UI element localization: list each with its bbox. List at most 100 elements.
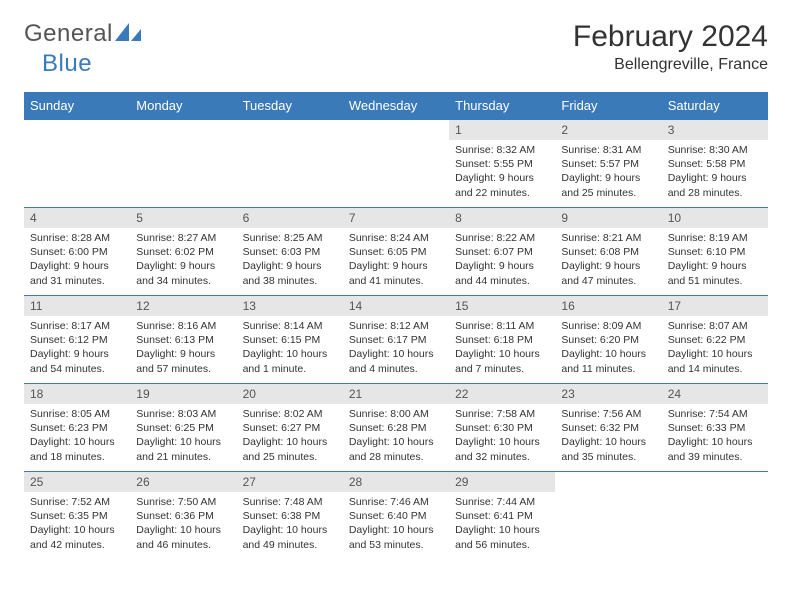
calendar-cell: 12Sunrise: 8:16 AMSunset: 6:13 PMDayligh… <box>130 296 236 384</box>
day-number: 2 <box>555 120 661 140</box>
daylight-line: Daylight: 10 hours and 53 minutes. <box>349 523 443 551</box>
calendar-cell <box>130 120 236 208</box>
daylight-line: Daylight: 10 hours and 11 minutes. <box>561 347 655 375</box>
calendar-cell: 10Sunrise: 8:19 AMSunset: 6:10 PMDayligh… <box>662 208 768 296</box>
sunrise-line: Sunrise: 7:56 AM <box>561 407 655 421</box>
logo-sail-icon <box>115 23 141 41</box>
daylight-line: Daylight: 10 hours and 28 minutes. <box>349 435 443 463</box>
daylight-line: Daylight: 10 hours and 18 minutes. <box>30 435 124 463</box>
sunset-line: Sunset: 6:25 PM <box>136 421 230 435</box>
day-number: 22 <box>449 384 555 404</box>
day-details: Sunrise: 8:11 AMSunset: 6:18 PMDaylight:… <box>449 316 555 382</box>
sunrise-line: Sunrise: 8:27 AM <box>136 231 230 245</box>
daylight-line: Daylight: 10 hours and 35 minutes. <box>561 435 655 463</box>
day-number: 13 <box>237 296 343 316</box>
weekday-header: Wednesday <box>343 92 449 120</box>
day-details: Sunrise: 7:44 AMSunset: 6:41 PMDaylight:… <box>449 492 555 558</box>
calendar-cell <box>24 120 130 208</box>
sunrise-line: Sunrise: 7:58 AM <box>455 407 549 421</box>
calendar-cell: 1Sunrise: 8:32 AMSunset: 5:55 PMDaylight… <box>449 120 555 208</box>
day-number: 1 <box>449 120 555 140</box>
day-details: Sunrise: 8:22 AMSunset: 6:07 PMDaylight:… <box>449 228 555 294</box>
day-number: 24 <box>662 384 768 404</box>
sunrise-line: Sunrise: 8:25 AM <box>243 231 337 245</box>
sunset-line: Sunset: 6:20 PM <box>561 333 655 347</box>
sunrise-line: Sunrise: 8:21 AM <box>561 231 655 245</box>
sunrise-line: Sunrise: 8:00 AM <box>349 407 443 421</box>
sunset-line: Sunset: 6:28 PM <box>349 421 443 435</box>
sunrise-line: Sunrise: 7:54 AM <box>668 407 762 421</box>
day-number: 29 <box>449 472 555 492</box>
sunset-line: Sunset: 6:27 PM <box>243 421 337 435</box>
calendar-cell: 2Sunrise: 8:31 AMSunset: 5:57 PMDaylight… <box>555 120 661 208</box>
weekday-header: Sunday <box>24 92 130 120</box>
sunrise-line: Sunrise: 8:32 AM <box>455 143 549 157</box>
day-number: 21 <box>343 384 449 404</box>
day-number: 9 <box>555 208 661 228</box>
sunset-line: Sunset: 6:33 PM <box>668 421 762 435</box>
day-details: Sunrise: 8:17 AMSunset: 6:12 PMDaylight:… <box>24 316 130 382</box>
calendar-week-row: 25Sunrise: 7:52 AMSunset: 6:35 PMDayligh… <box>24 472 768 560</box>
page-title: February 2024 <box>573 20 768 54</box>
day-details: Sunrise: 8:31 AMSunset: 5:57 PMDaylight:… <box>555 140 661 206</box>
sunset-line: Sunset: 6:03 PM <box>243 245 337 259</box>
calendar-cell: 23Sunrise: 7:56 AMSunset: 6:32 PMDayligh… <box>555 384 661 472</box>
sunset-line: Sunset: 6:10 PM <box>668 245 762 259</box>
daylight-line: Daylight: 10 hours and 49 minutes. <box>243 523 337 551</box>
daylight-line: Daylight: 9 hours and 57 minutes. <box>136 347 230 375</box>
location: Bellengreville, France <box>573 56 768 74</box>
daylight-line: Daylight: 9 hours and 28 minutes. <box>668 171 762 199</box>
day-details: Sunrise: 8:14 AMSunset: 6:15 PMDaylight:… <box>237 316 343 382</box>
calendar-cell: 18Sunrise: 8:05 AMSunset: 6:23 PMDayligh… <box>24 384 130 472</box>
day-details: Sunrise: 8:27 AMSunset: 6:02 PMDaylight:… <box>130 228 236 294</box>
daylight-line: Daylight: 10 hours and 32 minutes. <box>455 435 549 463</box>
sunset-line: Sunset: 6:30 PM <box>455 421 549 435</box>
day-number: 10 <box>662 208 768 228</box>
sunset-line: Sunset: 5:57 PM <box>561 157 655 171</box>
sunrise-line: Sunrise: 8:14 AM <box>243 319 337 333</box>
day-details: Sunrise: 7:56 AMSunset: 6:32 PMDaylight:… <box>555 404 661 470</box>
day-number: 11 <box>24 296 130 316</box>
calendar-cell: 15Sunrise: 8:11 AMSunset: 6:18 PMDayligh… <box>449 296 555 384</box>
day-details: Sunrise: 8:07 AMSunset: 6:22 PMDaylight:… <box>662 316 768 382</box>
day-number: 5 <box>130 208 236 228</box>
calendar-table: Sunday Monday Tuesday Wednesday Thursday… <box>24 92 768 560</box>
calendar-cell: 14Sunrise: 8:12 AMSunset: 6:17 PMDayligh… <box>343 296 449 384</box>
sunrise-line: Sunrise: 8:11 AM <box>455 319 549 333</box>
sunrise-line: Sunrise: 8:02 AM <box>243 407 337 421</box>
day-details: Sunrise: 8:00 AMSunset: 6:28 PMDaylight:… <box>343 404 449 470</box>
sunrise-line: Sunrise: 7:52 AM <box>30 495 124 509</box>
day-details: Sunrise: 8:05 AMSunset: 6:23 PMDaylight:… <box>24 404 130 470</box>
day-number: 12 <box>130 296 236 316</box>
day-details: Sunrise: 8:21 AMSunset: 6:08 PMDaylight:… <box>555 228 661 294</box>
sunset-line: Sunset: 6:08 PM <box>561 245 655 259</box>
weekday-header: Friday <box>555 92 661 120</box>
daylight-line: Daylight: 10 hours and 21 minutes. <box>136 435 230 463</box>
sunrise-line: Sunrise: 8:03 AM <box>136 407 230 421</box>
sunrise-line: Sunrise: 8:05 AM <box>30 407 124 421</box>
calendar-cell: 6Sunrise: 8:25 AMSunset: 6:03 PMDaylight… <box>237 208 343 296</box>
sunset-line: Sunset: 6:15 PM <box>243 333 337 347</box>
calendar-week-row: 11Sunrise: 8:17 AMSunset: 6:12 PMDayligh… <box>24 296 768 384</box>
sunrise-line: Sunrise: 8:07 AM <box>668 319 762 333</box>
logo: General Blue <box>24 20 141 78</box>
day-number: 26 <box>130 472 236 492</box>
day-number: 8 <box>449 208 555 228</box>
calendar-cell: 11Sunrise: 8:17 AMSunset: 6:12 PMDayligh… <box>24 296 130 384</box>
daylight-line: Daylight: 10 hours and 46 minutes. <box>136 523 230 551</box>
calendar-cell: 17Sunrise: 8:07 AMSunset: 6:22 PMDayligh… <box>662 296 768 384</box>
day-number: 27 <box>237 472 343 492</box>
calendar-cell: 20Sunrise: 8:02 AMSunset: 6:27 PMDayligh… <box>237 384 343 472</box>
calendar-cell: 22 Sunrise: 7:58 AMSunset: 6:30 PMDayligh… <box>449 384 555 472</box>
sunrise-line: Sunrise: 8:09 AM <box>561 319 655 333</box>
day-details: Sunrise: 8:16 AMSunset: 6:13 PMDaylight:… <box>130 316 236 382</box>
title-block: February 2024 Bellengreville, France <box>573 20 768 74</box>
day-details: Sunrise: 8:25 AMSunset: 6:03 PMDaylight:… <box>237 228 343 294</box>
header: General Blue February 2024 Bellengrevill… <box>24 20 768 78</box>
day-number: 28 <box>343 472 449 492</box>
logo-text-blue: Blue <box>42 50 92 78</box>
logo-text-general: General <box>24 20 113 48</box>
sunset-line: Sunset: 6:38 PM <box>243 509 337 523</box>
sunrise-line: Sunrise: 8:12 AM <box>349 319 443 333</box>
sunset-line: Sunset: 6:35 PM <box>30 509 124 523</box>
